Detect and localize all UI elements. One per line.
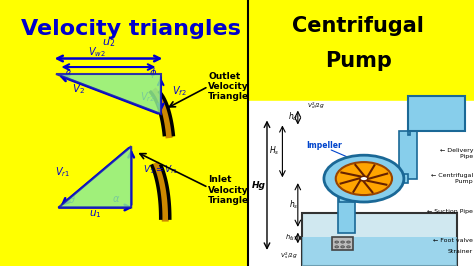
Text: $V_{f2}$: $V_{f2}$ (172, 84, 187, 98)
Text: $\theta$: $\theta$ (68, 193, 76, 205)
FancyBboxPatch shape (332, 237, 353, 250)
Text: $u_1$: $u_1$ (89, 208, 101, 220)
Bar (404, 174, 408, 183)
Text: $V_s^2/2g$: $V_s^2/2g$ (280, 250, 298, 261)
Circle shape (336, 162, 392, 195)
Circle shape (360, 176, 368, 181)
Bar (408, 126, 410, 135)
Text: Velocity triangles: Velocity triangles (21, 19, 241, 39)
Text: Inlet
Velocity
Triangle: Inlet Velocity Triangle (209, 175, 249, 205)
Text: Outlet
Velocity
Triangle: Outlet Velocity Triangle (209, 72, 249, 101)
Text: $h_d$: $h_d$ (288, 110, 299, 123)
Text: Pump: Pump (325, 51, 392, 70)
Circle shape (341, 246, 345, 248)
Circle shape (346, 246, 350, 248)
Text: $V_d^2/2g$: $V_d^2/2g$ (307, 100, 325, 111)
Text: $\phi$: $\phi$ (149, 66, 157, 80)
Circle shape (335, 241, 338, 243)
Text: ← Foot valve: ← Foot valve (433, 238, 473, 243)
Text: ← Delivery
   Pipe: ← Delivery Pipe (439, 148, 473, 159)
Text: $V_1=V_{f1}$: $V_1=V_{f1}$ (144, 164, 179, 176)
Text: $\beta$: $\beta$ (64, 68, 72, 82)
Bar (20, 0, 248, 266)
Text: $V_{r2}$: $V_{r2}$ (140, 90, 155, 104)
Text: $h_{fs}$: $h_{fs}$ (284, 233, 295, 243)
Text: $h_s$: $h_s$ (289, 199, 298, 211)
Bar (248, 101, 474, 266)
Text: $V_{w2}$: $V_{w2}$ (88, 45, 106, 59)
Circle shape (346, 241, 350, 243)
Text: Delivery
Tank: Delivery Tank (420, 107, 453, 120)
Polygon shape (56, 74, 161, 114)
Text: Strainer: Strainer (448, 250, 473, 255)
Bar (302, 213, 456, 266)
Circle shape (341, 241, 345, 243)
Text: $u_2$: $u_2$ (102, 38, 115, 49)
Text: Centrifugal: Centrifugal (292, 16, 424, 36)
Bar (339, 189, 354, 202)
Text: Impeller: Impeller (306, 141, 342, 150)
Text: Hg: Hg (252, 181, 266, 190)
Text: $V_2$: $V_2$ (73, 82, 85, 95)
Text: ← Centrifugal
   Pump: ← Centrifugal Pump (431, 173, 473, 184)
Circle shape (324, 155, 404, 202)
Circle shape (335, 246, 338, 248)
Bar (248, 0, 474, 101)
Bar (399, 131, 417, 178)
Text: ← Suction Pipe: ← Suction Pipe (427, 209, 473, 214)
Bar (302, 237, 456, 266)
Text: $V_{r1}$: $V_{r1}$ (55, 165, 70, 179)
Polygon shape (58, 146, 131, 207)
Bar (337, 189, 355, 233)
Text: $H_s$: $H_s$ (269, 144, 280, 157)
Text: $\alpha$: $\alpha$ (112, 194, 120, 204)
FancyBboxPatch shape (408, 96, 465, 131)
